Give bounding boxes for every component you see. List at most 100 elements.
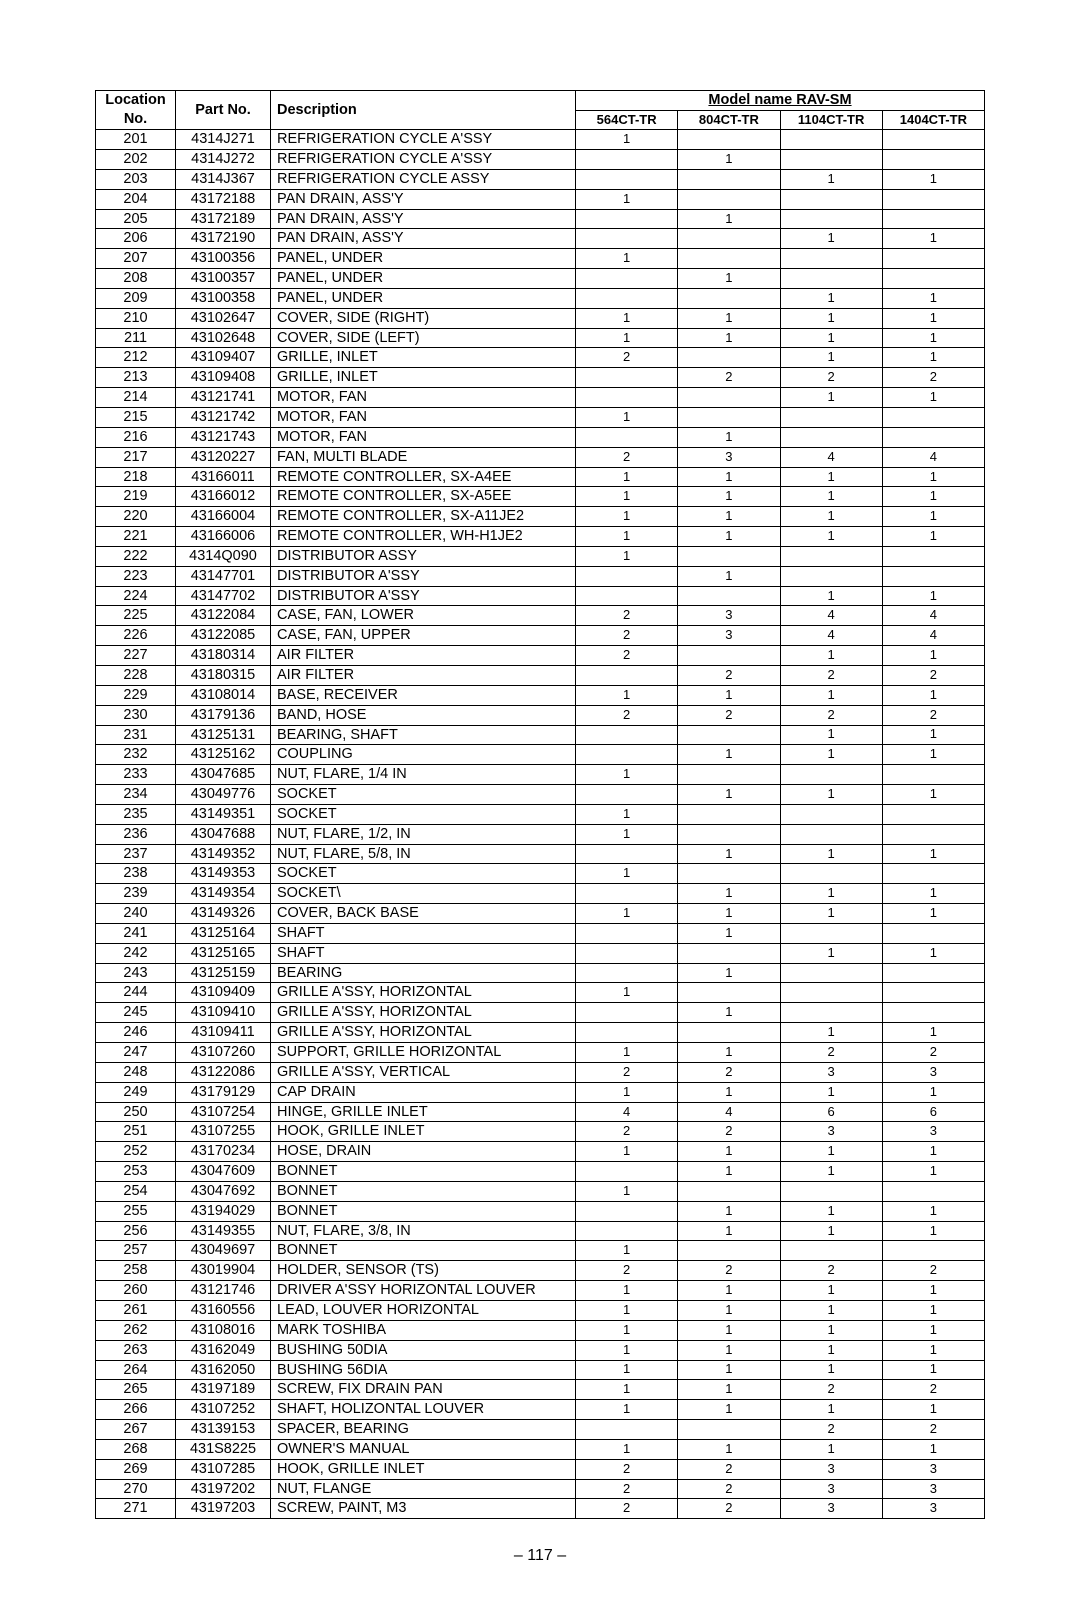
table-row: 26943107285HOOK, GRILLE INLET2233: [96, 1459, 985, 1479]
cell-partno: 43107252: [176, 1400, 271, 1420]
table-row: 25343047609BONNET111: [96, 1162, 985, 1182]
cell-model-qty: 1: [576, 1300, 678, 1320]
cell-partno: 43180314: [176, 646, 271, 666]
cell-description: MOTOR, FAN: [271, 408, 576, 428]
cell-model-qty: [576, 1003, 678, 1023]
cell-model-qty: [678, 725, 780, 745]
cell-model-qty: 2: [678, 368, 780, 388]
cell-partno: 43122084: [176, 606, 271, 626]
table-row: 25243170234HOSE, DRAIN1111: [96, 1142, 985, 1162]
cell-description: HOOK, GRILLE INLET: [271, 1122, 576, 1142]
cell-location: 249: [96, 1082, 176, 1102]
cell-model-qty: 1: [576, 1360, 678, 1380]
cell-model-qty: 1: [882, 388, 984, 408]
cell-partno: 4314J272: [176, 150, 271, 170]
cell-location: 226: [96, 626, 176, 646]
table-row: 26343162049BUSHING 50DIA1111: [96, 1340, 985, 1360]
cell-model-qty: 1: [678, 209, 780, 229]
cell-description: REMOTE CONTROLLER, WH-H1JE2: [271, 527, 576, 547]
cell-model-qty: 2: [576, 1479, 678, 1499]
table-row: 20643172190PAN DRAIN, ASS'Y11: [96, 229, 985, 249]
cell-partno: 43108016: [176, 1320, 271, 1340]
cell-model-qty: 2: [678, 1479, 780, 1499]
table-row: 21943166012REMOTE CONTROLLER, SX-A5EE111…: [96, 487, 985, 507]
cell-model-qty: [780, 1241, 882, 1261]
cell-model-qty: 1: [576, 1082, 678, 1102]
cell-model-qty: [576, 665, 678, 685]
cell-partno: 43100358: [176, 288, 271, 308]
cell-model-qty: 1: [882, 1340, 984, 1360]
cell-model-qty: 1: [882, 308, 984, 328]
cell-model-qty: 2: [678, 1499, 780, 1519]
cell-model-qty: [678, 1023, 780, 1043]
cell-model-qty: 2: [576, 626, 678, 646]
cell-description: BONNET: [271, 1181, 576, 1201]
cell-model-qty: 1: [576, 1142, 678, 1162]
cell-model-qty: 2: [882, 1261, 984, 1281]
cell-model-qty: 1: [882, 745, 984, 765]
table-row: 27043197202NUT, FLANGE2233: [96, 1479, 985, 1499]
cell-location: 203: [96, 169, 176, 189]
table-row: 23743149352NUT, FLARE, 5/8, IN111: [96, 844, 985, 864]
cell-partno: 4314J271: [176, 130, 271, 150]
cell-partno: 43125162: [176, 745, 271, 765]
cell-partno: 43121746: [176, 1281, 271, 1301]
cell-description: HOSE, DRAIN: [271, 1142, 576, 1162]
cell-model-qty: 2: [576, 705, 678, 725]
cell-location: 206: [96, 229, 176, 249]
cell-partno: 43172188: [176, 189, 271, 209]
table-row: 22443147702DISTRIBUTOR A'SSY11: [96, 586, 985, 606]
cell-description: BASE, RECEIVER: [271, 685, 576, 705]
cell-partno: 43102648: [176, 328, 271, 348]
cell-model-qty: 2: [576, 1499, 678, 1519]
cell-model-qty: 1: [678, 963, 780, 983]
cell-model-qty: [678, 1241, 780, 1261]
cell-model-qty: [576, 745, 678, 765]
cell-partno: 43102647: [176, 308, 271, 328]
cell-description: COVER, SIDE (RIGHT): [271, 308, 576, 328]
cell-model-qty: 1: [780, 1300, 882, 1320]
cell-model-qty: 1: [678, 1360, 780, 1380]
cell-model-qty: 1: [576, 408, 678, 428]
table-row: 26643107252SHAFT, HOLIZONTAL LOUVER1111: [96, 1400, 985, 1420]
table-row: 2024314J272REFRIGERATION CYCLE A'SSY1: [96, 150, 985, 170]
cell-partno: 431S8225: [176, 1439, 271, 1459]
cell-model-qty: [882, 209, 984, 229]
cell-model-qty: 4: [678, 1102, 780, 1122]
table-row: 21343109408GRILLE, INLET222: [96, 368, 985, 388]
cell-partno: 43139153: [176, 1420, 271, 1440]
cell-location: 208: [96, 269, 176, 289]
cell-model-qty: 1: [780, 1340, 882, 1360]
cell-model-qty: [882, 765, 984, 785]
cell-model-qty: [678, 586, 780, 606]
cell-partno: 43121743: [176, 427, 271, 447]
cell-partno: 43100357: [176, 269, 271, 289]
cell-location: 266: [96, 1400, 176, 1420]
cell-model-qty: 1: [882, 844, 984, 864]
cell-model-qty: 1: [882, 467, 984, 487]
cell-model-qty: [882, 427, 984, 447]
cell-description: SPACER, BEARING: [271, 1420, 576, 1440]
cell-description: SOCKET: [271, 804, 576, 824]
table-row: 24143125164SHAFT1: [96, 923, 985, 943]
cell-model-qty: [576, 269, 678, 289]
cell-model-qty: [678, 249, 780, 269]
cell-model-qty: 2: [882, 1420, 984, 1440]
cell-model-qty: [780, 427, 882, 447]
cell-model-qty: 1: [678, 1281, 780, 1301]
cell-model-qty: 1: [882, 725, 984, 745]
cell-partno: 43125164: [176, 923, 271, 943]
cell-model-qty: [882, 923, 984, 943]
cell-model-qty: 1: [780, 1162, 882, 1182]
cell-model-qty: [576, 1420, 678, 1440]
cell-description: PAN DRAIN, ASS'Y: [271, 189, 576, 209]
cell-model-qty: 1: [678, 904, 780, 924]
cell-model-qty: 1: [882, 685, 984, 705]
cell-model-qty: 1: [780, 1082, 882, 1102]
cell-model-qty: [576, 229, 678, 249]
cell-model-qty: [882, 864, 984, 884]
cell-location: 207: [96, 249, 176, 269]
cell-model-qty: [678, 189, 780, 209]
cell-model-qty: 1: [882, 1360, 984, 1380]
cell-description: GRILLE, INLET: [271, 348, 576, 368]
